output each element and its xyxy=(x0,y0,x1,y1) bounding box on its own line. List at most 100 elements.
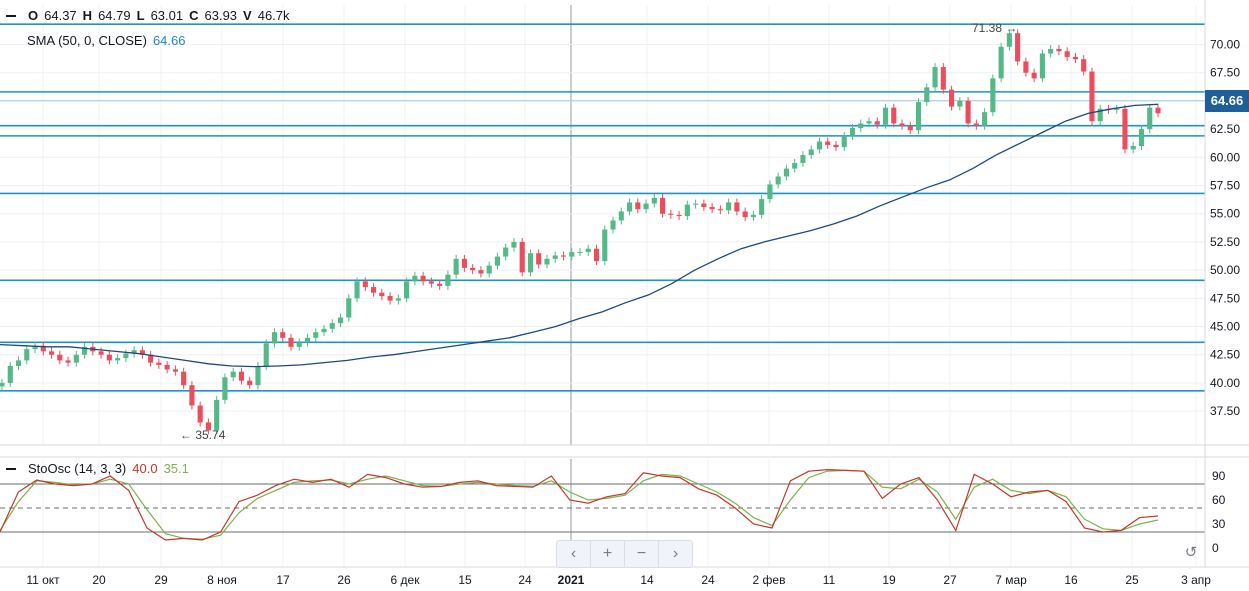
scroll-left-button[interactable]: ‹ xyxy=(557,541,591,567)
chart-nav-toolbar: ‹ + − › xyxy=(556,540,693,568)
reset-chart-button[interactable]: ↺ xyxy=(1176,538,1206,566)
time-tick-label: 15 xyxy=(458,573,472,587)
candle-body xyxy=(230,371,236,378)
candle-body xyxy=(866,121,872,124)
candle-body xyxy=(783,168,789,177)
candle-body xyxy=(354,281,360,299)
stoch-k-line xyxy=(0,468,1159,541)
candle-body xyxy=(800,155,806,163)
candle-body xyxy=(618,211,624,221)
candle-body xyxy=(527,253,534,273)
candle-body xyxy=(15,360,22,367)
price-tick-label: 62.50 xyxy=(1210,122,1240,136)
stoch-k-value: 40.0 xyxy=(132,461,158,476)
candle-body xyxy=(7,366,13,383)
collapse-icon[interactable] xyxy=(6,467,16,470)
candle-body xyxy=(32,345,38,350)
candle-body xyxy=(362,281,368,288)
close-label: C xyxy=(189,8,199,23)
candle-body xyxy=(734,202,740,212)
price-tick-label: 37.50 xyxy=(1210,404,1240,418)
candle-body xyxy=(610,220,616,230)
price-tick-label: 52.50 xyxy=(1210,235,1240,249)
candle-body xyxy=(82,346,88,355)
price-tick-label: 60.00 xyxy=(1210,150,1240,164)
candle-body xyxy=(1056,49,1062,52)
candle-body xyxy=(280,332,286,338)
candle-body xyxy=(982,112,988,126)
sma-label: SMA (50, 0, CLOSE) xyxy=(27,33,147,48)
time-tick-label: 19 xyxy=(882,573,896,587)
candle-body xyxy=(759,199,765,215)
candle-body xyxy=(40,345,46,352)
time-tick-label: 24 xyxy=(701,573,715,587)
candle-body xyxy=(1138,129,1145,147)
undo-icon: ↺ xyxy=(1184,544,1198,561)
candle-body xyxy=(164,364,170,370)
time-tick-label: 2 фев xyxy=(753,573,786,587)
candle-body xyxy=(998,46,1004,79)
price-tick-label: 47.50 xyxy=(1210,291,1240,305)
price-tick-label: 45.00 xyxy=(1210,320,1240,334)
candle-body xyxy=(726,202,732,211)
scroll-right-button[interactable]: › xyxy=(659,541,692,567)
candle-body xyxy=(602,229,608,262)
chevron-right-icon: › xyxy=(672,545,679,562)
candle-body xyxy=(486,265,492,274)
stoch-tick-label: 30 xyxy=(1212,517,1226,531)
candle-body xyxy=(428,281,434,284)
high-value: 64.79 xyxy=(98,8,131,23)
candle-body xyxy=(668,213,674,215)
candle-body xyxy=(915,102,922,131)
candle-body xyxy=(874,121,880,125)
candle-body xyxy=(304,337,311,343)
high-label: H xyxy=(82,8,93,23)
candle-body xyxy=(470,267,476,271)
candle-body xyxy=(684,204,690,216)
candle-body xyxy=(593,248,600,262)
candle-body xyxy=(536,253,542,265)
candle-body xyxy=(792,162,798,169)
candle-body xyxy=(1023,61,1029,73)
candle-body xyxy=(1006,33,1012,47)
volume-value: 46.7k xyxy=(257,8,290,23)
time-tick-label: 11 окт xyxy=(26,573,60,587)
candle-body xyxy=(0,382,5,387)
candle-body xyxy=(494,256,500,266)
last-price-tag: 64.66 xyxy=(1205,89,1249,112)
candle-body xyxy=(181,371,187,386)
candle-body xyxy=(387,296,393,301)
candle-body xyxy=(775,176,781,185)
stoch-legend[interactable]: StoOsc (14, 3, 3) 40.0 35.1 xyxy=(6,461,189,476)
candle-body xyxy=(849,127,856,136)
zoom-out-button[interactable]: − xyxy=(625,541,659,567)
chevron-left-icon: ‹ xyxy=(570,545,577,562)
price-tick-label: 57.50 xyxy=(1210,179,1240,193)
candle-body xyxy=(560,255,567,257)
stoch-tick-label: 0 xyxy=(1212,541,1219,555)
candle-body xyxy=(271,332,278,344)
open-value: 64.37 xyxy=(44,8,77,23)
candle-body xyxy=(404,281,410,299)
candle-body xyxy=(453,258,459,275)
candle-body xyxy=(1155,107,1161,114)
candle-body xyxy=(932,67,938,88)
zoom-in-button[interactable]: + xyxy=(591,541,625,567)
sma-legend[interactable]: SMA (50, 0, CLOSE) 64.66 xyxy=(27,33,185,48)
candle-body xyxy=(321,328,327,333)
low-value: 63.01 xyxy=(150,8,184,23)
candle-body xyxy=(98,351,104,355)
candle-body xyxy=(379,292,385,297)
candle-body xyxy=(1039,53,1045,79)
collapse-icon[interactable] xyxy=(6,14,16,17)
time-tick-label: 3 апр xyxy=(1181,573,1211,587)
price-tick-label: 40.00 xyxy=(1210,376,1240,390)
time-tick-label: 29 xyxy=(154,573,168,587)
candle-body xyxy=(924,87,930,103)
candle-body xyxy=(709,206,715,210)
candle-body xyxy=(816,141,823,150)
candle-body xyxy=(1015,33,1021,62)
candle-body xyxy=(337,317,344,324)
candle-body xyxy=(371,287,377,293)
